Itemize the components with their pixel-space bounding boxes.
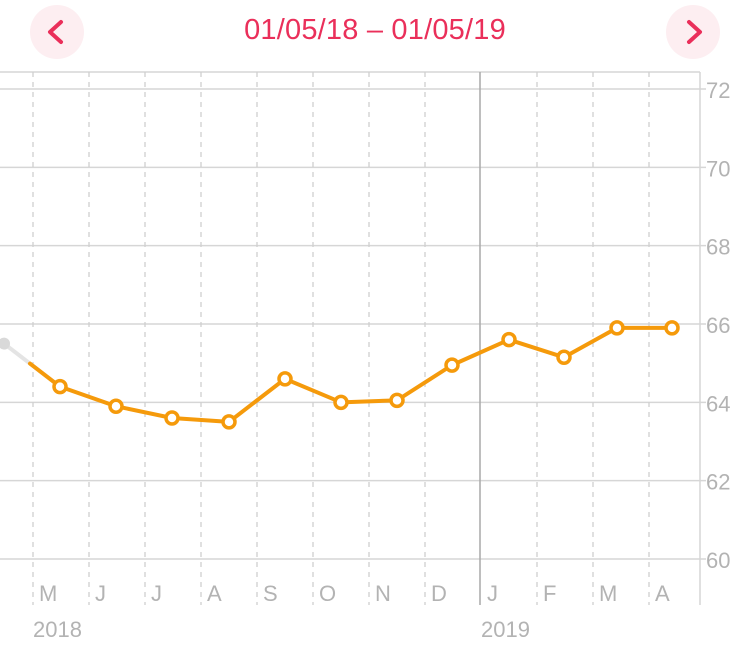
next-range-button[interactable] (666, 5, 720, 59)
data-point (609, 320, 625, 336)
x-tick-label: J (151, 581, 162, 606)
y-tick-label: 68 (706, 235, 730, 260)
y-tick-label: 70 (706, 156, 730, 181)
x-tick-label: O (319, 581, 336, 606)
data-point (221, 414, 237, 430)
data-point (556, 349, 572, 366)
data-point (108, 398, 124, 414)
y-tick-label: 72 (706, 78, 730, 103)
data-point (52, 378, 68, 395)
data-point (444, 357, 460, 373)
chevron-left-icon (48, 20, 63, 44)
x-tick-label: N (375, 581, 391, 606)
year-label: 2019 (481, 617, 530, 642)
y-tick-label: 62 (706, 470, 730, 495)
y-tick-label: 64 (706, 391, 730, 416)
data-point (389, 392, 405, 409)
data-point (277, 371, 293, 387)
data-point (664, 320, 680, 336)
year-label: 2018 (33, 617, 82, 642)
series-line (58, 325, 674, 424)
previous-range-button[interactable] (30, 5, 84, 59)
date-range-title: 01/05/18 – 01/05/19 (244, 14, 506, 46)
data-point (333, 394, 349, 411)
chart-header: 01/05/18 – 01/05/19 (0, 0, 750, 70)
x-tick-label: A (207, 581, 222, 606)
data-point (164, 410, 180, 426)
data-point (501, 331, 517, 348)
x-tick-label: M (599, 581, 617, 606)
x-tick-label: A (655, 581, 670, 606)
partial-data-point (0, 337, 10, 350)
x-tick-label: D (431, 581, 447, 606)
y-tick-label: 60 (706, 548, 730, 573)
x-tick-label: S (263, 581, 278, 606)
chevron-right-icon (687, 20, 702, 44)
y-tick-label: 66 (706, 313, 730, 338)
x-tick-label: J (95, 581, 106, 606)
x-tick-label: J (487, 581, 498, 606)
x-tick-label: M (39, 581, 57, 606)
x-tick-label: F (543, 581, 556, 606)
